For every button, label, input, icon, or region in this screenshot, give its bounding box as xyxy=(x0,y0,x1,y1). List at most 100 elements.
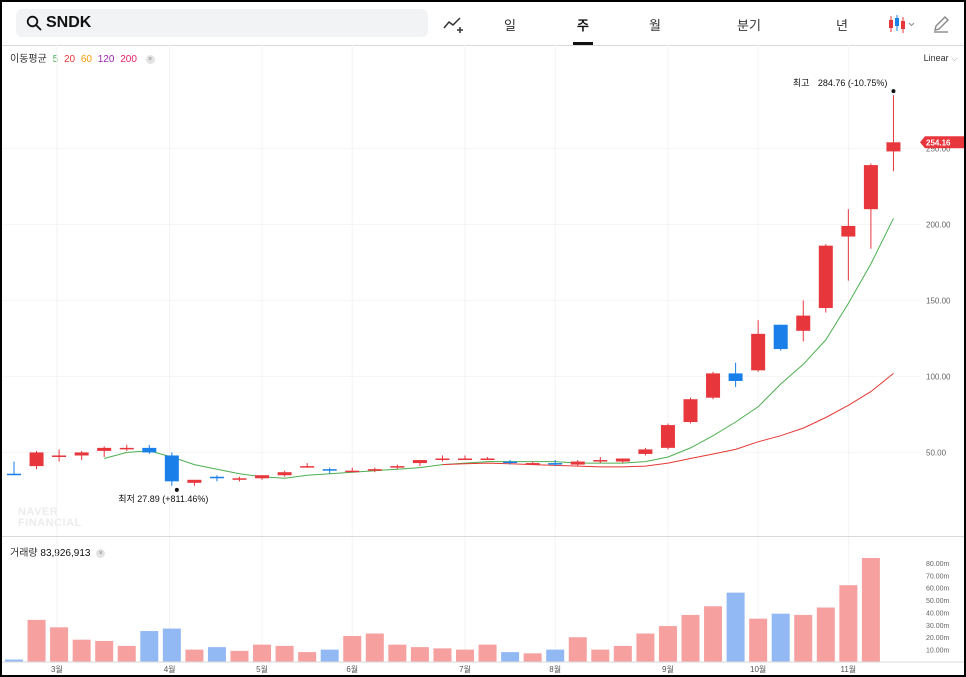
scale-mode-dropdown[interactable]: Linear ⌵ xyxy=(924,53,958,64)
candle-up xyxy=(255,475,270,479)
volume-tick-label: 10.00m xyxy=(926,648,950,655)
candle-up xyxy=(187,479,202,483)
volume-bar xyxy=(749,618,768,662)
candle-up xyxy=(412,460,427,464)
volume-chart[interactable]: 10.00m 20.00m 30.00m 40.00m 50.00m 60.00m 70.0… xyxy=(2,537,964,675)
x-tick-label: 7월 xyxy=(459,664,471,674)
close-icon[interactable]: × xyxy=(145,54,155,64)
x-tick-label: 3월 xyxy=(51,664,63,674)
x-tick-label: 10월 xyxy=(750,664,766,674)
volume-bar xyxy=(771,613,790,662)
volume-bar xyxy=(433,648,452,662)
tab-month[interactable]: 월 xyxy=(649,18,661,33)
y-tick-label: 50.00 xyxy=(926,448,947,457)
candle-down xyxy=(7,473,21,476)
volume-bar xyxy=(95,640,114,662)
volume-tick-label: 70.00m xyxy=(926,573,950,580)
search-icon xyxy=(26,15,42,31)
candle-up xyxy=(97,447,112,451)
volume-bar xyxy=(275,645,294,662)
volume-bar xyxy=(230,650,249,662)
candle-up xyxy=(74,452,89,456)
volume-bar xyxy=(5,659,23,662)
x-tick-label: 11월 xyxy=(841,664,857,674)
symbol-text: SNDK xyxy=(46,14,92,31)
candle-up xyxy=(706,373,721,398)
last-price-tag xyxy=(920,136,964,149)
volume-bar xyxy=(117,645,136,662)
volume-bar xyxy=(568,637,587,662)
volume-bar xyxy=(140,631,159,662)
candle-down xyxy=(503,461,518,464)
x-tick-label: 8월 xyxy=(549,664,561,674)
candle-up xyxy=(570,461,585,465)
volume-bar xyxy=(298,652,317,662)
candle-up xyxy=(593,460,608,462)
candle-up xyxy=(863,165,878,210)
candle-up xyxy=(525,463,540,465)
tab-quarter[interactable]: 분기 xyxy=(737,18,761,33)
ma-20-line xyxy=(442,373,894,468)
candle-down xyxy=(142,447,157,453)
candle-up xyxy=(458,458,472,461)
volume-bar xyxy=(816,607,835,662)
pencil-icon[interactable] xyxy=(930,13,952,35)
volume-bar xyxy=(658,626,677,662)
candle-up xyxy=(52,455,67,457)
volume-bar xyxy=(27,619,46,662)
candle-up xyxy=(119,447,134,450)
volume-bar xyxy=(523,653,542,662)
y-tick-label: 150.00 xyxy=(926,296,951,305)
symbol-search-box[interactable]: SNDK xyxy=(16,9,428,37)
volume-bar xyxy=(365,633,384,662)
candle-up xyxy=(435,458,450,461)
high-marker xyxy=(891,89,896,94)
volume-legend: 거래량 83,926,913 × xyxy=(10,544,106,559)
tab-day[interactable]: 일 xyxy=(504,18,516,33)
volume-bar xyxy=(636,633,655,662)
candle-down xyxy=(322,469,337,471)
trend-line-add-icon[interactable] xyxy=(442,13,464,35)
volume-tick-label: 30.00m xyxy=(926,623,950,630)
candle-up xyxy=(277,472,292,476)
volume-bar xyxy=(343,635,362,662)
candle-up xyxy=(886,142,901,152)
candle-up xyxy=(232,478,247,480)
volume-tick-label: 20.00m xyxy=(926,635,950,642)
volume-bar xyxy=(456,649,474,662)
top-toolbar: SNDK 일 주 월 분기 년 xyxy=(2,2,964,46)
tab-week[interactable]: 주 xyxy=(577,18,589,33)
volume-label: 거래량 xyxy=(10,548,38,559)
candle-down xyxy=(209,476,224,479)
candle-up xyxy=(345,470,360,473)
ma-200-label: 200 xyxy=(120,54,137,65)
volume-bar xyxy=(185,649,204,662)
last-price-label: 254.16 xyxy=(926,138,951,147)
volume-bar xyxy=(704,606,723,662)
candlestick-icon[interactable] xyxy=(887,13,917,35)
tab-year[interactable]: 년 xyxy=(836,18,848,33)
volume-bar xyxy=(72,639,91,662)
volume-bar xyxy=(207,647,226,662)
high-annotation-label: 최고 xyxy=(793,78,810,88)
moving-average-legend[interactable]: 이동평균 5 20 60 120 200 × xyxy=(10,50,158,65)
volume-tick-label: 80.00m xyxy=(926,561,950,568)
volume-bar xyxy=(546,649,565,662)
volume-tick-label: 40.00m xyxy=(926,610,950,617)
candle-up xyxy=(751,333,766,371)
price-chart[interactable]: 50.00 100.00 150.00 200.00 250.00 284.76 (-10… xyxy=(2,45,964,535)
moving-average-label: 이동평균 xyxy=(10,54,47,65)
candle-down xyxy=(164,455,179,482)
candle-up xyxy=(390,466,405,468)
candle-down xyxy=(728,373,743,381)
active-tab-indicator xyxy=(573,42,593,45)
volume-value: 83,926,913 xyxy=(40,548,91,559)
volume-bar xyxy=(253,644,272,662)
low-annotation-value: 27.89 (+811.46%) xyxy=(137,494,208,504)
close-icon[interactable]: × xyxy=(96,548,106,558)
volume-bar xyxy=(794,614,813,662)
ma-20-label: 20 xyxy=(63,54,76,65)
volume-bar xyxy=(388,644,407,662)
volume-bar xyxy=(613,645,632,662)
